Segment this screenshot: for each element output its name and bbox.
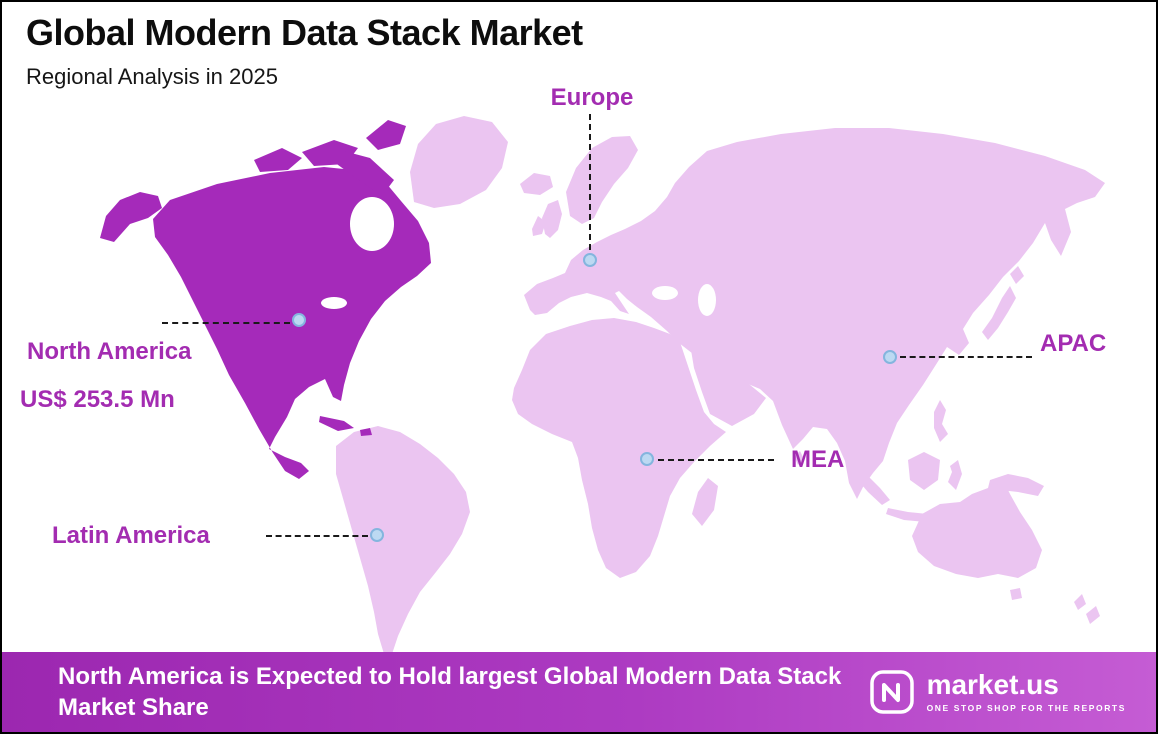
region-java: [886, 508, 928, 522]
marketus-logo: market.us ONE STOP SHOP FOR THE REPORTS: [869, 669, 1126, 715]
region-scandinavia: [566, 136, 638, 224]
region-hokkaido: [1010, 266, 1024, 284]
page-title: Global Modern Data Stack Market: [26, 12, 583, 53]
region-borneo: [908, 452, 940, 490]
region-australia: [912, 482, 1042, 578]
region-new-guinea: [988, 474, 1044, 496]
callout-line-apac: [900, 356, 1032, 358]
region-arctic-island: [366, 120, 406, 150]
region-japan: [982, 286, 1016, 340]
region-africa: [512, 318, 726, 578]
callout-line-latin-america: [266, 535, 368, 537]
marker-mea: [640, 452, 654, 466]
logo-wordmark: market.us: [926, 669, 1059, 700]
logo-tagline: ONE STOP SHOP FOR THE REPORTS: [926, 703, 1126, 713]
region-arabia: [690, 344, 766, 426]
region-new-zealand-north: [1074, 594, 1086, 610]
marker-north-america: [292, 313, 306, 327]
label-apac: APAC: [1040, 330, 1107, 357]
label-latin-america: Latin America: [52, 522, 210, 549]
marker-latin-america: [370, 528, 384, 542]
callout-line-europe: [589, 114, 591, 250]
region-arctic-island: [254, 148, 302, 172]
region-uk: [542, 200, 562, 238]
region-arctic-island: [334, 150, 394, 196]
label-europe: Europe: [550, 84, 634, 111]
region-cuba: [319, 416, 354, 431]
region-madagascar: [692, 478, 718, 526]
region-greenland: [410, 116, 508, 208]
hudson-bay: [350, 197, 394, 251]
region-south-america: [336, 426, 470, 654]
black-sea: [652, 286, 678, 300]
page-subtitle: Regional Analysis in 2025: [26, 64, 278, 89]
banner-headline: North America is Expected to Hold larges…: [58, 662, 842, 721]
logo-text: market.us ONE STOP SHOP FOR THE REPORTS: [926, 669, 1126, 714]
marketus-logo-icon: [869, 670, 914, 714]
callout-line-mea: [658, 459, 774, 461]
regions-light-group: [336, 116, 1105, 654]
region-alaska: [100, 192, 162, 242]
marker-europe: [583, 253, 597, 267]
region-philippines: [934, 400, 948, 442]
region-sri-lanka: [794, 451, 804, 465]
region-sulawesi: [948, 460, 962, 490]
region-new-zealand-south: [1086, 606, 1100, 624]
label-mea: MEA: [791, 446, 845, 473]
callout-line-north-america: [162, 322, 290, 324]
label-north-america: North America: [27, 338, 192, 365]
great-lakes: [321, 297, 347, 309]
region-eurasia: [524, 128, 1105, 499]
water-overlays: [321, 197, 716, 316]
region-sumatra: [848, 464, 890, 505]
regions-highlight-group: [100, 120, 431, 479]
region-tasmania: [1010, 588, 1022, 600]
footer-banner: North America is Expected to Hold larges…: [2, 652, 1156, 732]
caspian-sea: [698, 284, 716, 316]
region-hispaniola: [360, 428, 372, 436]
region-iceland: [520, 173, 553, 195]
marker-apac: [883, 350, 897, 364]
region-ireland: [532, 216, 546, 236]
value-north-america: US$ 253.5 Mn: [20, 386, 175, 413]
